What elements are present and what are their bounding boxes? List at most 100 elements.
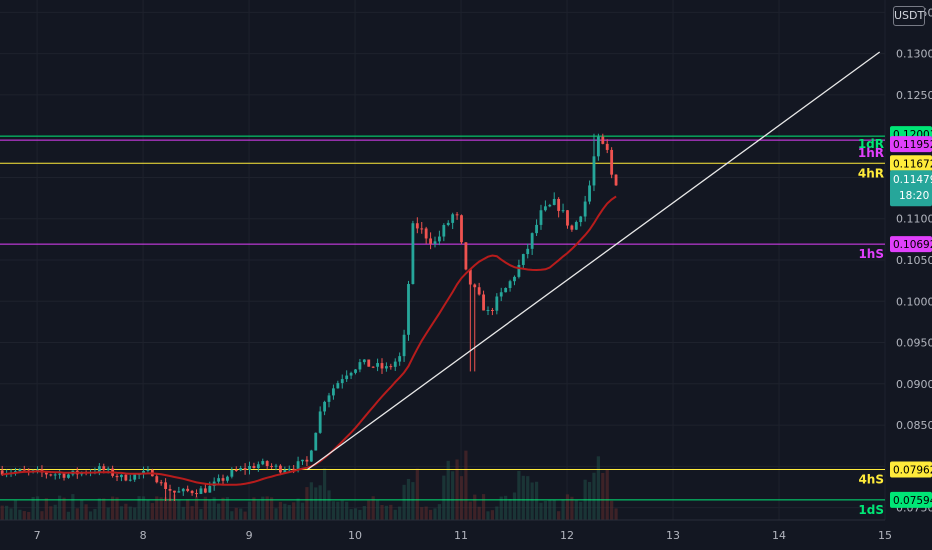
volume-bar	[221, 497, 225, 520]
volume-bar	[66, 511, 71, 520]
volume-bar	[31, 496, 35, 520]
candle-body	[301, 459, 304, 462]
volume-bar	[278, 501, 283, 520]
volume-bar	[393, 509, 397, 520]
volume-bar	[610, 500, 614, 520]
level-label-1hR: 1hR	[858, 146, 884, 160]
currency-label[interactable]: USDT	[893, 6, 925, 26]
price-tag-1hS-box	[890, 236, 932, 253]
candle-body	[146, 469, 150, 471]
volume-bar	[62, 497, 66, 520]
candle-body	[451, 214, 455, 223]
candle-body	[256, 464, 260, 469]
candle-body	[279, 465, 282, 473]
volume-bar	[543, 500, 548, 520]
volume-bar	[561, 499, 565, 520]
volume-bar	[146, 499, 150, 520]
time-tick-label: 14	[772, 529, 786, 542]
volume-bar	[380, 504, 384, 520]
volume-bar	[389, 504, 393, 520]
trendline[interactable]	[306, 51, 881, 471]
volume-bar	[526, 476, 530, 520]
volume-bar	[481, 494, 486, 520]
candle-body	[22, 469, 26, 471]
volume-bar	[424, 506, 428, 520]
candle-body	[530, 233, 534, 249]
volume-bar	[384, 505, 389, 520]
candle-body	[592, 156, 596, 186]
candle-body	[521, 254, 525, 265]
volume-bar	[371, 496, 375, 520]
volume-bar	[596, 456, 600, 520]
volume-bar	[473, 494, 477, 520]
candle-body	[332, 388, 335, 396]
volume-bar	[477, 506, 481, 520]
candle-body	[468, 269, 472, 285]
volume-bar	[128, 506, 132, 520]
candle-body	[14, 471, 17, 473]
candle-body	[221, 478, 225, 481]
moving-average	[2, 195, 617, 486]
volume-bar	[163, 497, 168, 520]
price-tag-4hS-box	[890, 461, 932, 478]
volume-bar	[88, 511, 93, 520]
candle-body	[173, 490, 176, 493]
candle-body	[181, 488, 185, 492]
candle-body	[120, 474, 123, 478]
volume-bar	[565, 494, 570, 520]
volume-bar	[5, 505, 9, 520]
candle-body	[513, 276, 516, 282]
candle-body	[49, 474, 53, 476]
volume-bar	[512, 492, 517, 520]
candle-body	[199, 488, 203, 494]
volume-bar	[420, 507, 424, 520]
candle-body	[217, 478, 221, 482]
price-tag-1dS: 0.07594	[890, 491, 932, 508]
candle-body	[128, 479, 132, 481]
volume-bar	[442, 475, 446, 520]
volume-bar	[141, 496, 146, 520]
candle-body	[106, 468, 110, 471]
volume-bar	[579, 501, 583, 520]
candle-body	[362, 359, 366, 363]
candle-body	[482, 294, 485, 311]
volume-bar	[486, 511, 490, 520]
volume-bar	[300, 502, 305, 520]
candle-body	[517, 264, 521, 277]
price-tag-1hR-box	[890, 136, 932, 153]
volume-bar	[44, 498, 48, 520]
price-tag-4hR: 0.11672	[890, 155, 932, 172]
candle-body	[429, 238, 432, 244]
volume-bar	[186, 499, 190, 520]
candle-body	[354, 369, 357, 373]
volume-bar	[22, 511, 26, 520]
volume-bar	[517, 470, 521, 520]
volume-bar	[314, 487, 318, 520]
time-axis[interactable]: 7 8 9 10 11 12 13 14 15	[0, 519, 892, 542]
candle-body	[208, 485, 212, 493]
volume-bar	[327, 490, 331, 520]
price-tag-1dS-box	[890, 491, 932, 508]
volume-bar	[168, 498, 172, 520]
candle-body	[610, 149, 614, 175]
candle-body	[415, 223, 419, 229]
level-label-4hR: 4hR	[858, 166, 884, 180]
volume-bar	[199, 509, 203, 520]
level-label-1dR: 1dR	[858, 137, 884, 151]
candle-body	[548, 204, 552, 207]
volume-bar	[296, 498, 300, 520]
candle-body	[504, 287, 508, 293]
candle-body	[596, 136, 600, 157]
candle-body	[349, 372, 353, 376]
volume-bar	[119, 506, 124, 520]
candle-body	[287, 468, 291, 471]
volume-bar	[261, 496, 265, 520]
candle-body	[314, 432, 318, 451]
volume-bar	[159, 497, 163, 520]
volume-bar	[133, 507, 137, 520]
